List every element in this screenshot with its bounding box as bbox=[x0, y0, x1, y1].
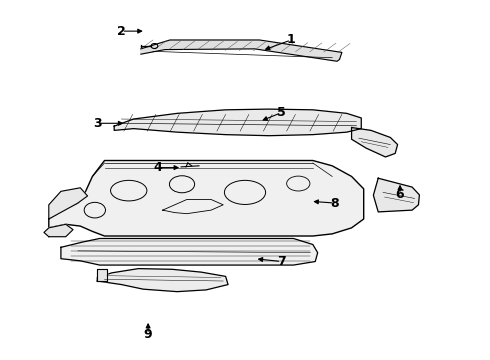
Text: 1: 1 bbox=[287, 33, 295, 46]
Text: 9: 9 bbox=[144, 328, 152, 341]
Text: 3: 3 bbox=[93, 117, 101, 130]
Polygon shape bbox=[97, 269, 228, 292]
Polygon shape bbox=[61, 238, 318, 265]
Text: 5: 5 bbox=[277, 106, 286, 119]
Polygon shape bbox=[49, 161, 364, 236]
Text: 6: 6 bbox=[396, 188, 404, 201]
Polygon shape bbox=[114, 109, 361, 136]
Polygon shape bbox=[373, 178, 419, 212]
Text: 7: 7 bbox=[277, 255, 286, 268]
Polygon shape bbox=[97, 269, 107, 281]
Polygon shape bbox=[352, 127, 397, 157]
Polygon shape bbox=[44, 224, 73, 237]
Text: 8: 8 bbox=[330, 197, 339, 210]
Polygon shape bbox=[141, 40, 342, 61]
Polygon shape bbox=[49, 188, 88, 219]
Text: 2: 2 bbox=[117, 24, 126, 38]
Text: 4: 4 bbox=[153, 161, 162, 174]
